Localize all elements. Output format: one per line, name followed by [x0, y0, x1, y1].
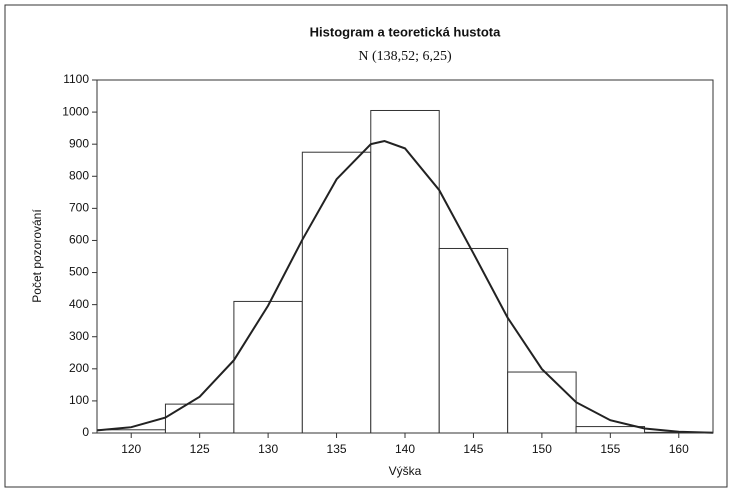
plot-frame — [96, 79, 714, 434]
chart-title: Histogram a teoretická hustota — [310, 24, 501, 39]
histogram-bar — [438, 247, 509, 434]
x-axis-label: Výška — [389, 464, 422, 478]
y-tick-label: 400 — [69, 297, 89, 311]
y-tick-label: 800 — [69, 168, 89, 182]
y-tick-label: 100 — [69, 393, 89, 407]
x-tick-label: 155 — [600, 442, 620, 456]
histogram-bar — [164, 403, 235, 434]
y-tick-label: 900 — [69, 136, 89, 150]
x-tick-label: 150 — [532, 442, 552, 456]
histogram-bar — [370, 109, 440, 434]
y-tick-label: 700 — [69, 201, 89, 215]
y-tick-label: 600 — [69, 233, 89, 247]
y-tick-label: 0 — [82, 425, 89, 439]
x-tick-label: 135 — [327, 442, 347, 456]
y-axis-label: Počet pozorování — [30, 209, 44, 303]
y-tick-label: 500 — [69, 265, 89, 279]
x-tick-label: 140 — [395, 442, 415, 456]
x-tick-label: 145 — [463, 442, 483, 456]
histogram-bar — [507, 371, 577, 434]
y-tick-label: 1100 — [63, 72, 89, 86]
density-curve — [96, 139, 714, 434]
y-tick-label: 1000 — [62, 104, 89, 118]
y-tick-label: 200 — [69, 361, 89, 375]
y-tick-label: 300 — [69, 329, 89, 343]
x-tick-label: 160 — [669, 442, 689, 456]
x-tick-label: 125 — [190, 442, 210, 456]
histogram-bar — [233, 300, 303, 434]
x-tick-label: 130 — [258, 442, 278, 456]
histogram-bar — [575, 426, 646, 434]
x-tick-label: 120 — [121, 442, 141, 456]
histogram-bar — [301, 151, 372, 434]
chart-subtitle: N (138,52; 6,25) — [358, 49, 452, 64]
